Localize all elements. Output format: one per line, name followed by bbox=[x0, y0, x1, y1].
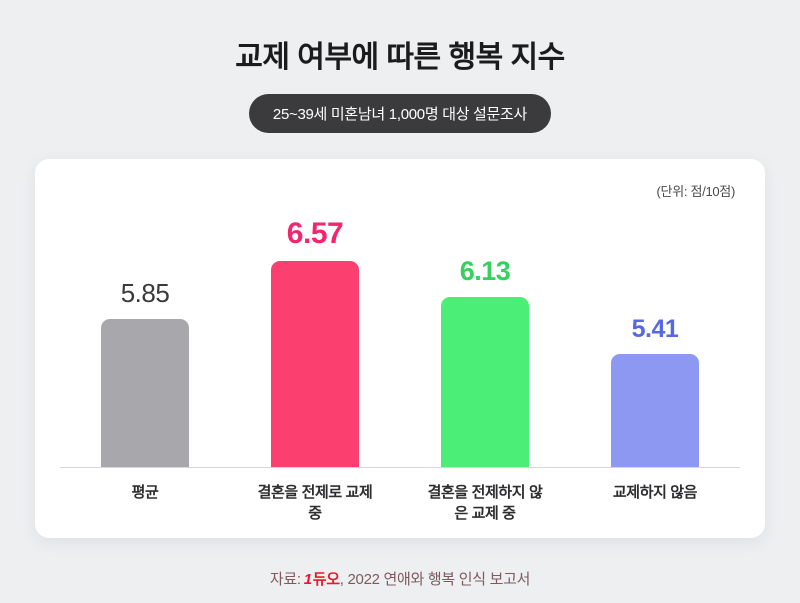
survey-badge: 25~39세 미혼남녀 1,000명 대상 설문조사 bbox=[248, 94, 552, 133]
bar bbox=[101, 319, 189, 467]
duo-logo-text: 듀오 bbox=[312, 571, 340, 588]
category-label: 결혼을 전제하지 않은 교제 중 bbox=[427, 484, 543, 522]
unit-note: (단위: 점/10점) bbox=[656, 184, 736, 199]
bar bbox=[611, 354, 699, 467]
bar bbox=[271, 261, 359, 467]
bar-value-label: 5.41 bbox=[631, 315, 679, 343]
category-label: 교제하지 않음 bbox=[612, 484, 698, 501]
bar-group: 6.13 bbox=[400, 256, 570, 467]
chart-card: (단위: 점/10점) 5.85 6.57 6.13 5.41 평균 결혼을 전제로 교… bbox=[35, 159, 765, 538]
bar bbox=[441, 297, 529, 467]
page-title: 교제 여부에 따른 행복 지수 bbox=[235, 41, 565, 74]
bar-chart: 5.85 6.57 6.13 5.41 평균 결혼을 전제로 교제 중 결혼을 전제하지 … bbox=[35, 217, 765, 524]
bars-row: 5.85 6.57 6.13 5.41 bbox=[60, 217, 740, 468]
bar-value-label: 5.85 bbox=[120, 278, 170, 308]
category-labels-row: 평균 결혼을 전제로 교제 중 결혼을 전제하지 않은 교제 중 교제하지 않음 bbox=[60, 468, 740, 524]
source-prefix: 자료: bbox=[269, 571, 301, 588]
bar-group: 5.41 bbox=[570, 315, 740, 467]
bar-value-label: 6.57 bbox=[286, 217, 344, 250]
category-label: 평균 bbox=[131, 484, 159, 501]
duo-logo-mark: 1 bbox=[303, 571, 312, 588]
bar-value-label: 6.13 bbox=[459, 256, 511, 286]
bar-group: 6.57 bbox=[230, 217, 400, 467]
source-footer: 자료: 1듀오, 2022 연애와 행복 인식 보고서 bbox=[269, 568, 531, 589]
category-label: 결혼을 전제로 교제 중 bbox=[257, 484, 373, 522]
bar-group: 5.85 bbox=[60, 278, 230, 467]
source-suffix: , 2022 연애와 행복 인식 보고서 bbox=[339, 571, 531, 588]
